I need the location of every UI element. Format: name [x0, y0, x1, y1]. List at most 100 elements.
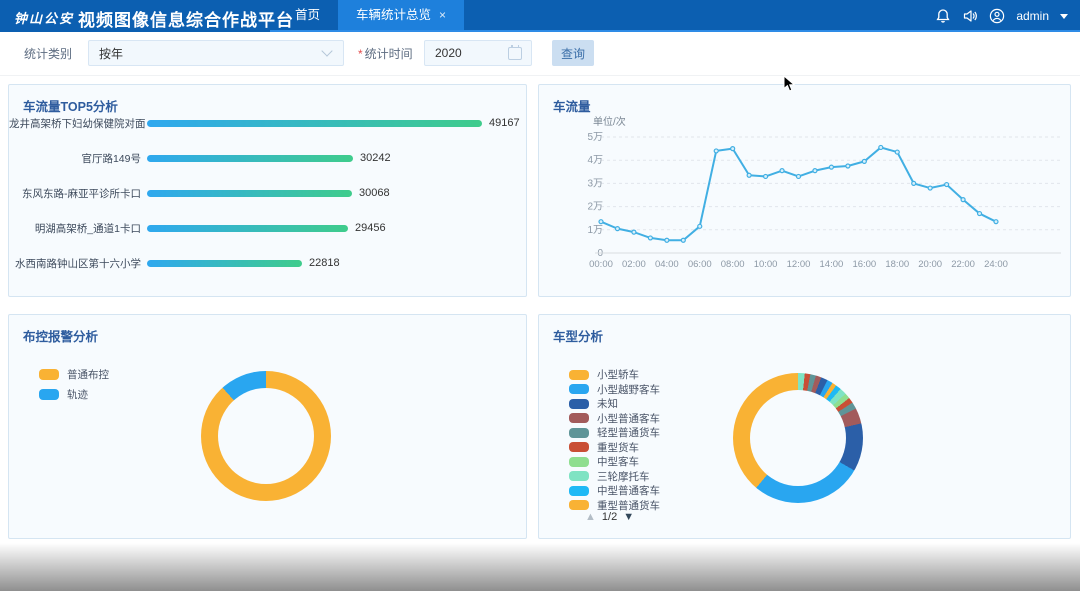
legend-swatch: [569, 369, 589, 380]
bar-row: 官厅路149号 30242: [9, 151, 390, 165]
svg-text:00:00: 00:00: [589, 259, 613, 270]
bar-category-label: 明湖高架桥_通道1卡口: [34, 222, 141, 235]
svg-text:5万: 5万: [587, 132, 603, 143]
legend-item[interactable]: 中型普通客车: [569, 483, 660, 498]
legend-swatch: [569, 456, 589, 467]
legend-item[interactable]: 轻型普通货车: [569, 425, 660, 440]
panel-traffic-flow: 车流量 单位/次5万4万3万2万1万000:0002:0004:0006:000…: [538, 84, 1071, 297]
legend-item[interactable]: 未知: [569, 396, 618, 411]
legend-swatch: [569, 384, 589, 394]
bar: [147, 189, 352, 197]
time-input[interactable]: 2020: [424, 40, 532, 66]
legend-label: 中型客车: [597, 456, 639, 468]
legend-label: 三轮摩托车: [597, 470, 650, 483]
bar-category-label: 官厅路149号: [81, 152, 141, 165]
svg-text:4万: 4万: [587, 155, 603, 166]
bar-row: 明湖高架桥_通道1卡口 29456: [9, 221, 386, 235]
svg-text:20:00: 20:00: [918, 259, 942, 270]
legend-item[interactable]: 重型货车: [569, 440, 639, 455]
bell-icon[interactable]: [935, 8, 951, 24]
bottom-scroll-area: [0, 543, 1080, 591]
legend-label: 轻型普通货车: [597, 427, 660, 439]
bar: [147, 259, 302, 267]
svg-text:24:00: 24:00: [984, 259, 1008, 270]
tab-bar: 首页 车辆统计总览 ×: [277, 0, 465, 30]
legend-label: 轨迹: [67, 389, 88, 401]
legend-swatch: [569, 500, 589, 510]
legend-label: 小型轿车: [597, 369, 639, 381]
legend-item[interactable]: 小型越野客车: [569, 382, 660, 397]
legend-item[interactable]: 轨迹: [39, 387, 88, 402]
legend-pager: ▲ 1/2 ▼: [585, 511, 634, 523]
category-label: 统计类别: [24, 47, 73, 61]
legend-page-indicator: 1/2: [601, 511, 618, 523]
bar-category-label: 东风东路-麻亚平诊所卡口: [22, 187, 141, 200]
category-value: 按年: [99, 46, 124, 61]
svg-text:16:00: 16:00: [852, 259, 876, 270]
svg-text:1万: 1万: [587, 225, 603, 236]
legend-item[interactable]: 小型轿车: [569, 367, 639, 382]
agency-logo: 钟山公安: [14, 12, 75, 27]
svg-text:06:00: 06:00: [688, 259, 712, 270]
category-select[interactable]: 按年: [88, 40, 344, 66]
time-label: * 统计时间: [358, 47, 413, 61]
header-actions: admin: [935, 0, 1068, 32]
legend-label: 重型货车: [597, 441, 639, 454]
speaker-icon[interactable]: [962, 8, 978, 24]
svg-text:14:00: 14:00: [820, 259, 844, 270]
username[interactable]: admin: [1016, 9, 1049, 23]
legend-label: 小型普通客车: [597, 412, 660, 425]
legend-swatch: [569, 398, 589, 409]
panel-vehicle-type: 车型分析 小型轿车小型越野客车 未知 小型普通客车 轻型普通货车 重型货车中型客车三轮摩…: [538, 314, 1071, 539]
filter-bar: 统计类别 按年 * 统计时间 2020 查询: [0, 32, 1080, 76]
svg-text:2万: 2万: [587, 202, 603, 213]
legend-item[interactable]: 重型普通货车: [569, 498, 660, 513]
legend-swatch: [569, 471, 589, 481]
bar-value: 29456: [355, 222, 386, 234]
legend-item[interactable]: 普通布控: [39, 367, 109, 382]
chevron-down-icon: [321, 45, 333, 57]
panel-title: 车流量TOP5分析: [23, 100, 118, 114]
svg-text:08:00: 08:00: [721, 259, 745, 270]
calendar-icon: [508, 44, 522, 60]
legend-item[interactable]: 中型客车: [569, 454, 639, 469]
legend-swatch: [569, 442, 589, 452]
panel-alarm-analysis: 布控报警分析 普通布控 轨迹: [8, 314, 527, 539]
legend-swatch: [39, 389, 59, 400]
tab-0[interactable]: 首页: [277, 0, 338, 30]
svg-text:3万: 3万: [587, 178, 603, 189]
flow-line-chart: 单位/次5万4万3万2万1万000:0002:0004:0006:0008:00…: [587, 115, 1061, 270]
bar-row: 水西南路钟山区第十六小学 22818: [9, 256, 340, 270]
legend-item[interactable]: 小型普通客车: [569, 411, 660, 426]
search-button[interactable]: 查询: [552, 40, 594, 66]
tab-close-icon[interactable]: ×: [439, 8, 447, 22]
svg-text:18:00: 18:00: [885, 259, 909, 270]
legend-page-up[interactable]: ▲: [585, 511, 596, 523]
user-icon[interactable]: [989, 8, 1005, 24]
bar-category-label: 龙井高架桥下妇幼保健院对面: [9, 117, 146, 130]
svg-text:02:00: 02:00: [622, 259, 646, 270]
panel-title: 车型分析: [553, 330, 604, 344]
bar-value: 49167: [489, 117, 520, 129]
legend-label: 中型普通客车: [597, 485, 660, 497]
top-header: 钟山公安 视频图像信息综合作战平台 首页 车辆统计总览 × admin: [0, 0, 1080, 32]
user-menu-caret-icon[interactable]: [1060, 13, 1068, 19]
bar-row: 东风东路-麻亚平诊所卡口 30068: [9, 186, 390, 200]
bar: [147, 119, 482, 127]
panel-traffic-top5: 车流量TOP5分析 龙井高架桥下妇幼保健院对面 49167 官厅路149号 30242…: [8, 84, 527, 297]
legend-swatch: [569, 485, 589, 496]
bar-category-label: 水西南路钟山区第十六小学: [15, 257, 141, 270]
svg-text:04:00: 04:00: [655, 259, 679, 270]
svg-text:10:00: 10:00: [754, 259, 778, 270]
bar: [147, 224, 348, 232]
legend-label: 小型越野客车: [597, 383, 660, 396]
bar-value: 22818: [309, 257, 340, 269]
legend-item[interactable]: 三轮摩托车: [569, 469, 650, 484]
required-mark: *: [358, 47, 363, 61]
legend-page-down[interactable]: ▼: [623, 511, 635, 523]
svg-text:12:00: 12:00: [787, 259, 811, 270]
vehicle-donut-chart: [733, 373, 863, 503]
app-title: 视频图像信息综合作战平台: [78, 11, 294, 30]
legend-swatch: [569, 427, 589, 438]
tab-1[interactable]: 车辆统计总览 ×: [338, 0, 465, 30]
